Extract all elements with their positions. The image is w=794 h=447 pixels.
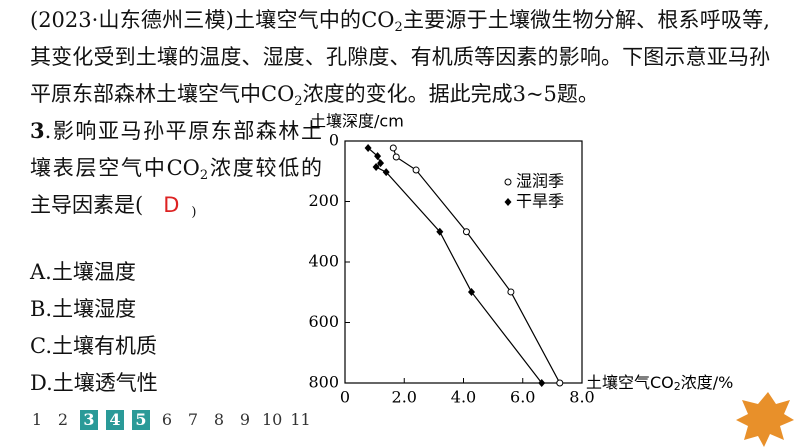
subscript: 2 <box>674 380 681 393</box>
pager: 1 2 3 4 5 6 7 8 9 10 11 <box>28 410 319 430</box>
y-axis-title: 土壤深度/cm <box>310 112 404 131</box>
point <box>467 287 475 296</box>
y-tick-label: 0 <box>329 131 339 150</box>
y-tick-label: 400 <box>308 252 339 271</box>
page-number[interactable]: 4 <box>106 410 124 430</box>
answer: D <box>163 193 180 217</box>
question-text: 浓度较低的主导因素是( <box>30 156 322 217</box>
options: A.土壤温度 B.土壤湿度 C.土壤有机质 D.土壤透气性 <box>30 254 158 402</box>
page-number[interactable]: 9 <box>239 410 251 429</box>
option: A.土壤温度 <box>30 260 136 284</box>
page-number[interactable]: 7 <box>187 410 199 429</box>
point <box>392 153 400 161</box>
subscript: 2 <box>294 94 303 109</box>
page-number[interactable]: 3 <box>80 410 98 430</box>
point <box>382 168 390 177</box>
x-tick-label: 0 <box>340 388 350 407</box>
point <box>372 163 380 172</box>
question: 3.影响亚马孙平原东部森林土壤表层空气中CO2浓度较低的主导因素是(D) <box>30 112 322 224</box>
point <box>462 228 470 236</box>
legend-label: 湿润季 <box>516 172 564 191</box>
x-tick-label: 8.0 <box>569 388 594 407</box>
intro-text: (2023·山东德州三模)土壤空气中的CO <box>30 8 395 32</box>
x-tick-label: 4.0 <box>451 388 476 407</box>
point <box>436 227 444 236</box>
point <box>507 288 515 296</box>
point <box>538 379 546 387</box>
page-number[interactable]: 1 <box>31 410 43 429</box>
option: C.土壤有机质 <box>30 334 157 358</box>
leaf-decoration <box>736 392 794 447</box>
page-number[interactable]: 8 <box>213 410 225 429</box>
point <box>364 143 372 152</box>
x-tick-label: 6.0 <box>510 388 535 407</box>
intro-text: 主要源于土壤微生物分解、根系呼吸等,其变化受到土壤的温度、湿度、孔隙度、有机质等… <box>30 8 770 106</box>
y-tick-label: 600 <box>308 312 339 331</box>
subscript: ) <box>191 205 197 220</box>
legend-label: 干旱季 <box>516 192 564 211</box>
subscript: 2 <box>199 168 209 183</box>
page-number[interactable]: 6 <box>161 410 173 429</box>
page-number[interactable]: 2 <box>57 410 69 429</box>
x-title-text: 浓度/% <box>681 373 734 392</box>
x-axis-title: 土壤空气CO2浓度/% <box>586 373 733 394</box>
y-tick-label: 800 <box>308 373 339 392</box>
legend-marker <box>504 198 512 206</box>
intro: (2023·山东德州三模)土壤空气中的CO2主要源于土壤微生物分解、根系呼吸等,… <box>30 2 770 113</box>
point <box>389 144 397 152</box>
page-number[interactable]: 10 <box>262 410 283 429</box>
y-tick-label: 200 <box>308 191 339 210</box>
option: B.土壤湿度 <box>30 297 137 321</box>
point <box>374 152 382 161</box>
x-tick-label: 2.0 <box>392 388 417 407</box>
point <box>377 159 385 168</box>
legend-marker <box>504 178 512 186</box>
page-number[interactable]: 5 <box>132 410 150 430</box>
point <box>556 379 564 387</box>
intro-text: 浓度的变化。据此完成3~5题。 <box>302 82 599 106</box>
x-title-text: 土壤空气CO <box>586 373 674 392</box>
question-text: .影响亚马孙平原东部森林土壤表层空气中CO <box>30 119 322 180</box>
subscript: 2 <box>394 20 403 35</box>
point <box>412 166 420 174</box>
page-number[interactable]: 11 <box>290 410 311 429</box>
question-number: 3 <box>30 118 45 143</box>
option: D.土壤透气性 <box>30 371 158 395</box>
